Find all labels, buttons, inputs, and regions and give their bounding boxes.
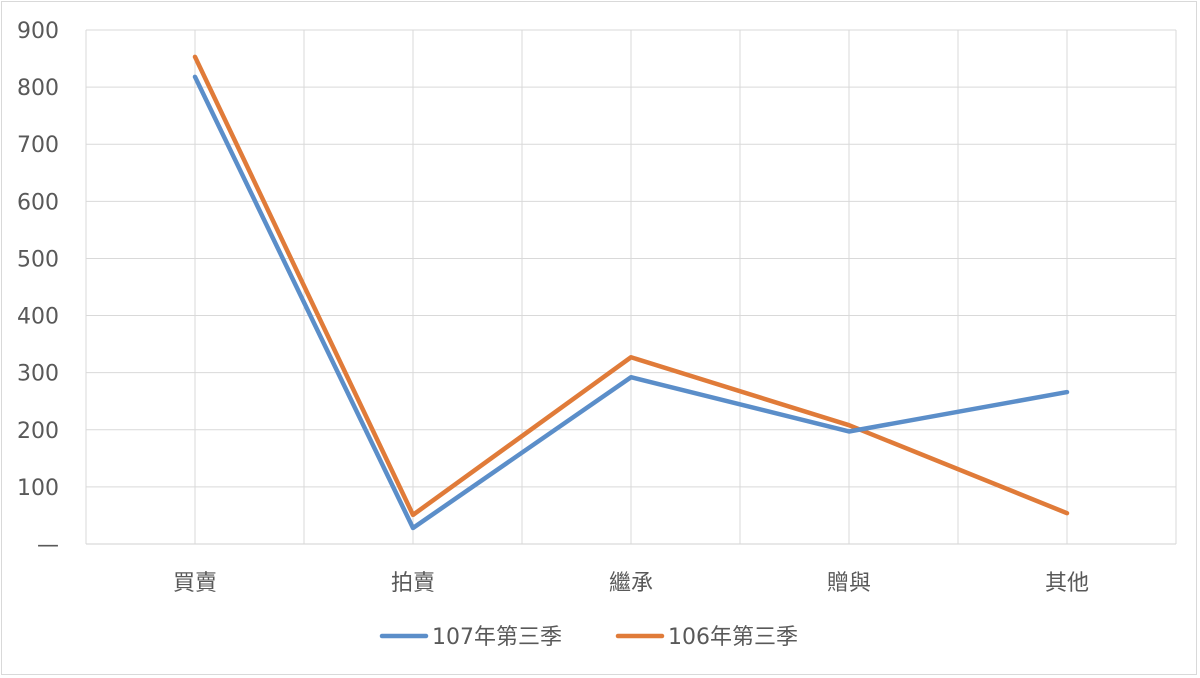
- y-tick-label: 900: [17, 19, 59, 44]
- y-tick-label: 100: [17, 476, 59, 501]
- y-tick-label: 700: [17, 133, 59, 158]
- y-tick-label: 300: [17, 362, 59, 387]
- x-tick-label: 其他: [1045, 571, 1089, 596]
- x-tick-label: 拍賣: [391, 571, 435, 596]
- x-tick-label: 買賣: [173, 571, 217, 596]
- y-tick-label: 800: [17, 76, 59, 101]
- legend: 107年第三季 106年第三季: [379, 625, 798, 650]
- y-tick-label: 500: [17, 247, 59, 272]
- x-tick-label: 繼承: [609, 571, 653, 596]
- y-tick-label: 400: [17, 305, 59, 330]
- x-tick-label: 贈與: [827, 571, 871, 596]
- series-line: [192, 54, 1070, 518]
- y-tick-label: 600: [17, 190, 59, 215]
- gridlines: [85, 29, 1177, 545]
- legend-label: 107年第三季: [432, 625, 562, 650]
- y-axis-tick-labels: — 100 200 300 400 500 600 700 800 900: [17, 19, 59, 558]
- y-tick-label: 200: [17, 419, 59, 444]
- legend-label: 106年第三季: [668, 625, 798, 650]
- series-line: [192, 74, 1070, 531]
- series-lines: [192, 54, 1070, 531]
- x-axis-tick-labels: 買賣 拍賣 繼承 贈與 其他: [173, 571, 1089, 596]
- y-tick-label: —: [37, 533, 59, 558]
